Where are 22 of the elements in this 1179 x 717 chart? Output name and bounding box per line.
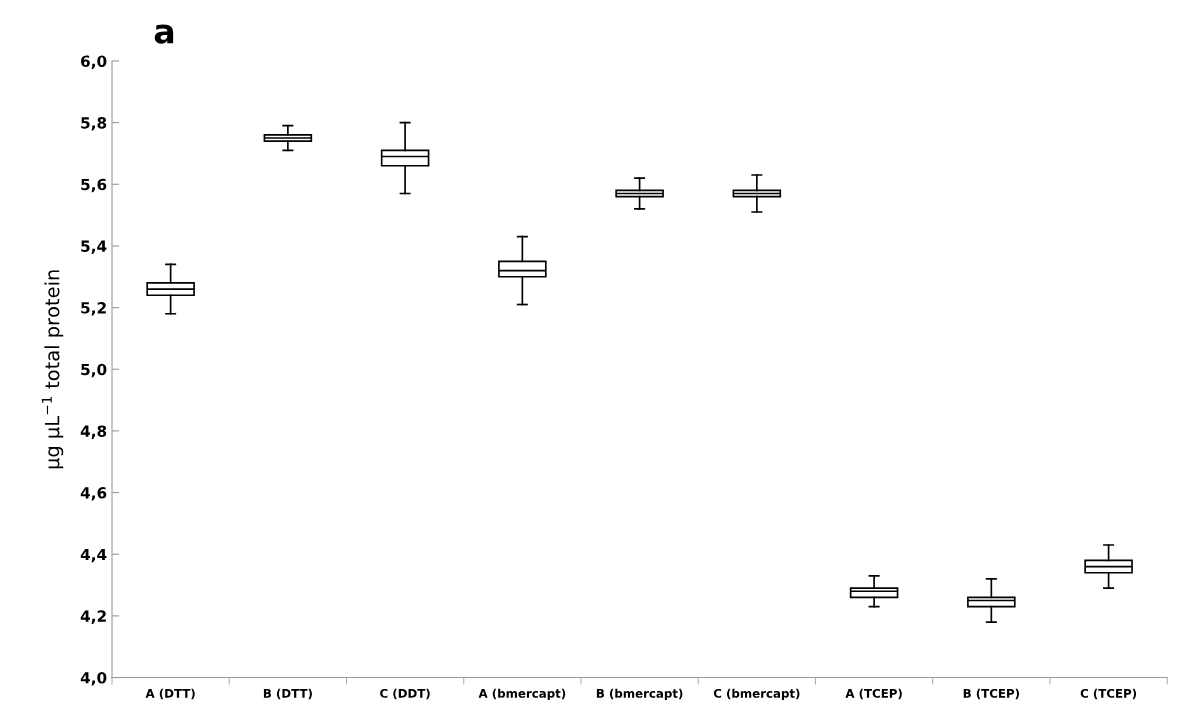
y-tick-label: 4,4 xyxy=(80,548,107,563)
y-tick-label: 6,0 xyxy=(81,55,107,69)
x-tick-label: C (TCEP) xyxy=(1080,688,1137,700)
chart-title: a xyxy=(154,24,174,44)
x-tick-label: C (bmercapt) xyxy=(713,688,800,701)
x-tick-label: C (DDT) xyxy=(380,688,430,700)
y-tick-label: 5,0 xyxy=(81,363,107,378)
x-tick-label: A (bmercapt) xyxy=(478,688,566,701)
y-tick-label: 4,2 xyxy=(80,610,106,624)
x-tick-label: B (bmercapt) xyxy=(596,688,683,701)
y-tick-label: 4,0 xyxy=(80,672,107,686)
y-tick-label: 5,2 xyxy=(81,302,106,316)
x-tick-label: A (DTT) xyxy=(145,688,195,700)
x-tick-label: B (DTT) xyxy=(263,688,312,700)
y-tick-label: 5,4 xyxy=(81,240,107,254)
y-tick-label: 5,8 xyxy=(81,117,107,131)
x-tick-label: A (TCEP) xyxy=(845,688,902,700)
y-tick-label: 5,6 xyxy=(81,178,107,193)
x-tick-label: B (TCEP) xyxy=(963,688,1019,700)
y-tick-label: 4,6 xyxy=(80,487,107,501)
y-tick-label: 4,8 xyxy=(80,425,107,439)
y-axis-title: μg μL$^{−1}$ total protein xyxy=(41,270,64,469)
